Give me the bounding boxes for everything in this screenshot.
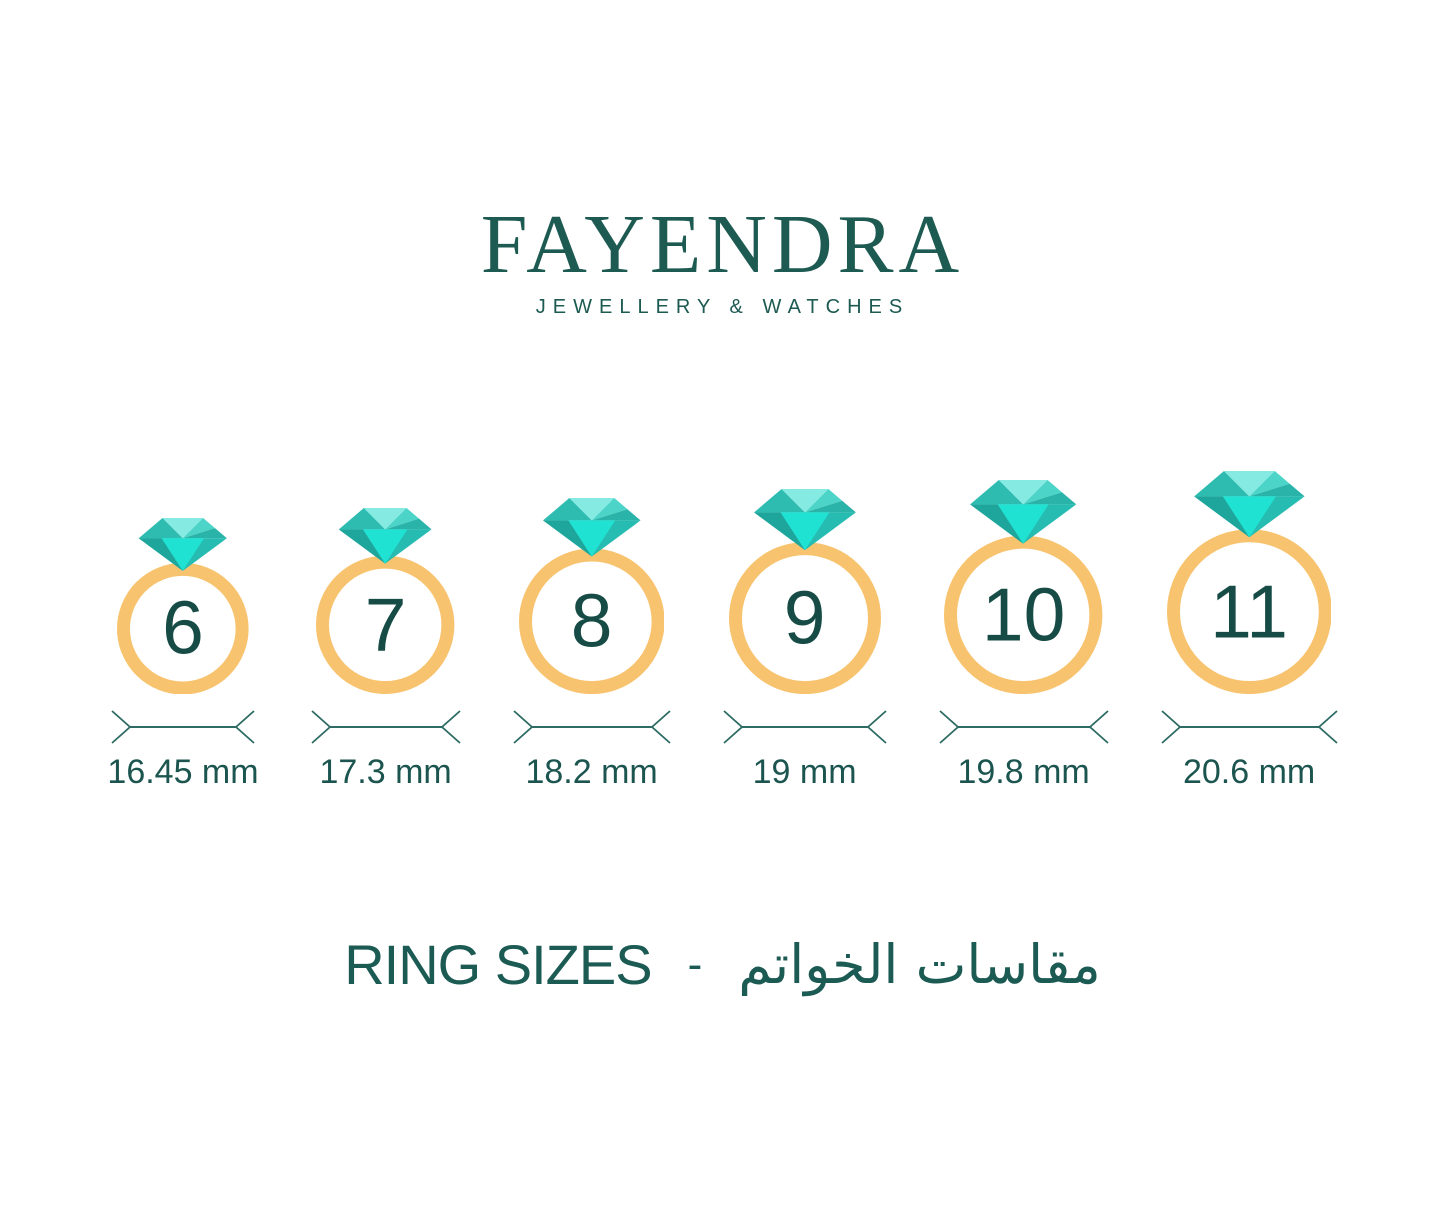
diameter-measure-line [722, 710, 887, 744]
measure-arrow-right [440, 710, 461, 744]
ring-item: 6 16.45 mm [107, 517, 259, 793]
ring-size-number: 7 [364, 582, 407, 667]
diamond-icon [339, 508, 432, 564]
ring-graphic [1166, 471, 1332, 695]
diamond-icon [753, 488, 856, 551]
ring-size-number: 10 [981, 572, 1066, 657]
brand-name: FAYENDRA [480, 198, 965, 291]
ring-item: 7 17.3 mm [310, 508, 461, 792]
ring-item: 9 19 mm [722, 488, 887, 792]
diameter-measure-line [310, 710, 461, 744]
ring-figure: 9 [728, 488, 881, 695]
measure-arrow-left [310, 710, 331, 744]
chart-title-separator: - [687, 939, 703, 989]
measure-arrow-right [1088, 710, 1109, 744]
ring-graphic [316, 508, 455, 695]
ring-figure: 7 [316, 508, 455, 695]
measure-arrow-right [650, 710, 671, 744]
ring-item: 10 19.8 mm [938, 479, 1109, 792]
diameter-measure-line [512, 710, 671, 744]
diamond-icon [970, 479, 1077, 544]
ring-size-number: 9 [783, 575, 826, 660]
chart-title-english: RING SIZES [344, 933, 652, 997]
measure-arrow-left [938, 710, 959, 744]
diameter-label: 19 mm [752, 753, 857, 792]
measure-arrow-right [234, 710, 255, 744]
ring-graphic [944, 479, 1103, 695]
diamond-icon [1193, 471, 1305, 538]
ring-graphic [518, 497, 665, 695]
diameter-measure-line [938, 710, 1109, 744]
ring-item: 11 20.6 mm [1160, 471, 1338, 792]
chart-title-arabic: مقاسات الخواتم [738, 933, 1101, 997]
brand-tagline: JEWELLERY & WATCHES [535, 296, 910, 318]
ring-graphic [728, 488, 881, 695]
measure-arrow-left [111, 710, 132, 744]
diamond-icon [138, 517, 228, 571]
ring-figure: 11 [1166, 471, 1332, 695]
diamond-icon [542, 497, 641, 557]
diameter-measure-line [111, 710, 255, 744]
ring-item: 8 18.2 mm [512, 497, 671, 792]
diameter-label: 20.6 mm [1182, 753, 1316, 792]
ring-size-number: 11 [1210, 569, 1289, 654]
ring-size-number: 8 [570, 578, 613, 663]
ring-size-number: 6 [162, 585, 204, 670]
diameter-measure-line [1160, 710, 1338, 744]
ring-figure: 10 [944, 479, 1103, 695]
measure-arrow-right [1317, 710, 1338, 744]
diameter-label: 16.45 mm [107, 753, 259, 792]
rings-row: 6 16.45 mm 7 [0, 471, 1445, 792]
ring-figure: 6 [117, 517, 249, 695]
measure-arrow-left [1160, 710, 1181, 744]
measure-arrow-right [866, 710, 887, 744]
ring-figure: 8 [518, 497, 665, 695]
measure-arrow-left [722, 710, 743, 744]
diameter-label: 18.2 mm [525, 753, 658, 792]
ring-graphic [117, 517, 249, 695]
diameter-label: 19.8 mm [957, 753, 1090, 792]
chart-title: RING SIZES - مقاسات الخواتم [0, 932, 1445, 997]
brand-logo: FAYENDRA JEWELLERY & WATCHES [0, 0, 1445, 319]
diameter-label: 17.3 mm [319, 753, 452, 792]
measure-arrow-left [512, 710, 533, 744]
